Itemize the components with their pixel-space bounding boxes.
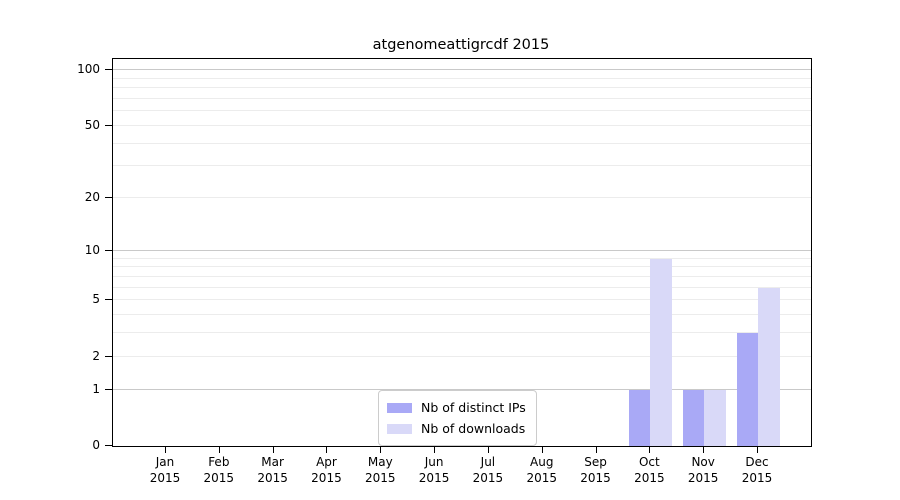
x-tick-year: 2015 xyxy=(580,471,611,485)
x-tick-mark xyxy=(326,446,328,453)
minor-gridline xyxy=(113,142,811,144)
minor-gridline xyxy=(113,313,811,315)
minor-gridline xyxy=(113,87,811,89)
x-tick-year: 2015 xyxy=(364,471,396,485)
y-tick-mark xyxy=(105,249,112,251)
x-tick-mark xyxy=(595,446,597,453)
minor-gridline xyxy=(113,124,811,126)
y-tick-mark xyxy=(105,69,112,71)
x-tick-month: Feb xyxy=(208,455,230,469)
x-tick-month: Nov xyxy=(691,455,715,469)
minor-gridline xyxy=(113,286,811,288)
bar-distinct-ips xyxy=(628,389,651,446)
x-tick-label: Mar 2015 xyxy=(241,454,305,486)
x-tick-month: Aug xyxy=(530,455,554,469)
x-tick-mark xyxy=(380,446,382,453)
y-tick-label: 1 xyxy=(92,381,100,396)
x-tick-mark xyxy=(541,446,543,453)
bar-downloads xyxy=(758,287,780,446)
x-tick-year: 2015 xyxy=(203,471,235,485)
bar-distinct-ips xyxy=(736,333,758,446)
x-tick-month: Apr xyxy=(316,455,337,469)
x-tick-month: May xyxy=(367,455,393,469)
x-tick-label: Jul 2015 xyxy=(456,454,520,486)
legend-item-downloads: Nb of downloads xyxy=(387,418,526,439)
minor-gridline xyxy=(113,77,811,79)
minor-gridline xyxy=(113,110,811,112)
x-tick-label: Nov 2015 xyxy=(671,454,735,486)
x-tick-year: 2015 xyxy=(418,471,450,485)
x-tick-mark xyxy=(218,446,220,453)
minor-gridline xyxy=(113,257,811,259)
x-tick-year: 2015 xyxy=(526,471,557,485)
y-tick-label: 100 xyxy=(77,62,100,77)
x-tick-mark xyxy=(649,446,651,453)
x-tick-mark xyxy=(272,446,274,453)
major-gridline xyxy=(113,388,811,390)
x-tick-year: 2015 xyxy=(257,471,288,485)
minor-gridline xyxy=(113,299,811,301)
x-tick-month: Sep xyxy=(584,455,607,469)
minor-gridline xyxy=(113,266,811,268)
x-tick-label: Dec 2015 xyxy=(725,454,789,486)
y-tick-mark xyxy=(105,445,112,446)
bar-downloads xyxy=(650,258,672,446)
minor-gridline xyxy=(113,197,811,199)
legend-item-distinct-ips: Nb of distinct IPs xyxy=(387,397,526,418)
legend-label-downloads: Nb of downloads xyxy=(421,421,526,436)
y-tick-label: 5 xyxy=(92,292,100,307)
x-tick-year: 2015 xyxy=(741,471,773,485)
major-gridline xyxy=(113,69,811,71)
y-tick-mark xyxy=(105,388,112,390)
y-tick-label: 20 xyxy=(84,190,100,205)
x-tick-label: Oct 2015 xyxy=(617,454,681,486)
plot-area xyxy=(112,58,812,447)
legend-box: Nb of distinct IPs Nb of downloads xyxy=(378,390,537,446)
x-tick-label: Aug 2015 xyxy=(510,454,574,486)
minor-gridline xyxy=(113,275,811,277)
minor-gridline xyxy=(113,165,811,167)
bar-distinct-ips xyxy=(682,389,705,446)
x-tick-label: Apr 2015 xyxy=(294,454,358,486)
y-tick-label: 50 xyxy=(84,117,100,132)
x-tick-label: Jun 2015 xyxy=(402,454,466,486)
x-tick-month: Dec xyxy=(745,455,769,469)
y-tick-label: 10 xyxy=(84,242,100,257)
minor-gridline xyxy=(113,332,811,334)
x-tick-mark xyxy=(703,446,705,453)
x-tick-label: Jan 2015 xyxy=(133,454,197,486)
legend-label-distinct-ips: Nb of distinct IPs xyxy=(421,400,526,415)
x-tick-label: Feb 2015 xyxy=(187,454,251,486)
x-tick-year: 2015 xyxy=(634,471,665,485)
bar-downloads xyxy=(704,389,726,446)
x-tick-year: 2015 xyxy=(311,471,342,485)
x-tick-mark xyxy=(487,446,489,453)
x-tick-mark xyxy=(165,446,166,453)
x-tick-year: 2015 xyxy=(149,471,181,485)
x-tick-label: Sep 2015 xyxy=(564,454,628,486)
y-tick-mark xyxy=(105,124,112,126)
x-tick-label: May 2015 xyxy=(348,454,412,486)
x-tick-year: 2015 xyxy=(472,471,504,485)
x-tick-month: Jan xyxy=(155,455,175,469)
minor-gridline xyxy=(113,97,811,99)
x-tick-month: Mar xyxy=(261,455,284,469)
x-tick-year: 2015 xyxy=(687,471,719,485)
y-tick-mark xyxy=(105,197,112,199)
y-tick-mark xyxy=(105,299,112,301)
major-gridline xyxy=(113,249,811,251)
x-tick-month: Oct xyxy=(638,455,660,469)
minor-gridline xyxy=(113,355,811,357)
x-tick-month: Jun xyxy=(424,455,444,469)
x-tick-month: Jul xyxy=(480,455,496,469)
x-tick-mark xyxy=(757,446,758,453)
y-tick-label: 2 xyxy=(92,348,100,363)
x-tick-mark xyxy=(434,446,436,453)
y-tick-label: 0 xyxy=(92,438,100,452)
y-tick-mark xyxy=(105,355,112,357)
chart-title: atgenomeattigrcdf 2015 xyxy=(372,37,550,53)
distinct-ips-swatch-icon xyxy=(387,402,412,413)
downloads-swatch-icon xyxy=(387,423,412,434)
